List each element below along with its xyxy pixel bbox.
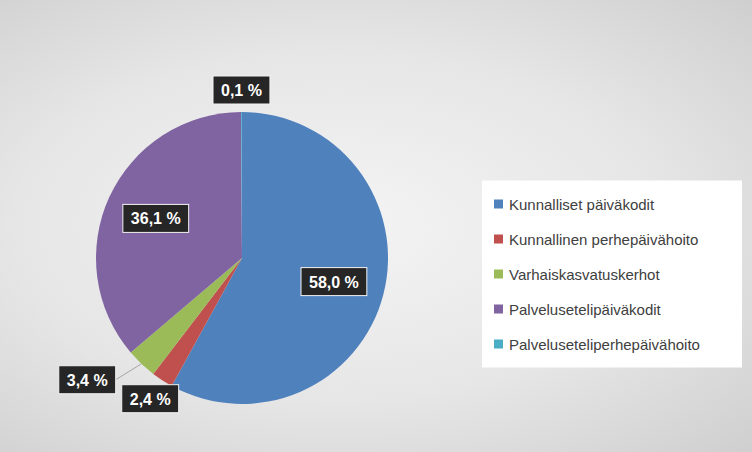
legend-label: Palveluseteliperhepäivähoito xyxy=(509,336,700,353)
data-label-text: 36,1 % xyxy=(131,210,181,227)
data-label-box xyxy=(213,76,270,104)
legend: Kunnalliset päiväkodit Kunnallinen perhep… xyxy=(482,181,742,368)
data-label-box xyxy=(123,204,189,232)
legend-swatch xyxy=(494,305,503,314)
data-label-text: 0,1 % xyxy=(221,82,262,99)
legend-label: Kunnalliset päiväkodit xyxy=(509,196,655,213)
data-label-box xyxy=(59,366,116,394)
data-label: 3,4 % xyxy=(59,366,116,394)
legend-box xyxy=(482,181,742,368)
data-label: 0,1 % xyxy=(213,76,270,104)
pie-slice xyxy=(96,112,242,352)
legend-label: Varhaiskasvatuskerhot xyxy=(509,266,660,283)
pie-slice xyxy=(241,112,243,258)
legend-swatch xyxy=(494,200,503,209)
legend-swatch xyxy=(494,235,503,244)
data-label-box xyxy=(122,385,179,413)
data-label: 58,0 % xyxy=(301,268,367,296)
data-labels: 58,0 % 2,4 % 3,4 % 36,1 % 0,1 % xyxy=(59,76,367,413)
legend-swatch xyxy=(494,270,503,279)
data-label: 2,4 % xyxy=(122,385,179,413)
leader-line xyxy=(116,364,142,380)
chart: 58,0 % 2,4 % 3,4 % 36,1 % 0,1 % Kunnalliset p… xyxy=(0,0,752,452)
slices xyxy=(96,112,388,404)
chart-background: 58,0 % 2,4 % 3,4 % 36,1 % 0,1 % Kunnalliset p… xyxy=(0,0,752,452)
data-label: 36,1 % xyxy=(123,204,189,232)
data-label-text: 58,0 % xyxy=(309,274,359,291)
legend-swatch xyxy=(494,340,503,349)
data-label-box xyxy=(301,268,367,296)
legend-label: Palvelusetelipäiväkodit xyxy=(509,301,662,318)
data-label-text: 3,4 % xyxy=(67,372,108,389)
legend-label: Kunnallinen perhepäivähoito xyxy=(509,231,698,248)
data-label-text: 2,4 % xyxy=(130,391,171,408)
